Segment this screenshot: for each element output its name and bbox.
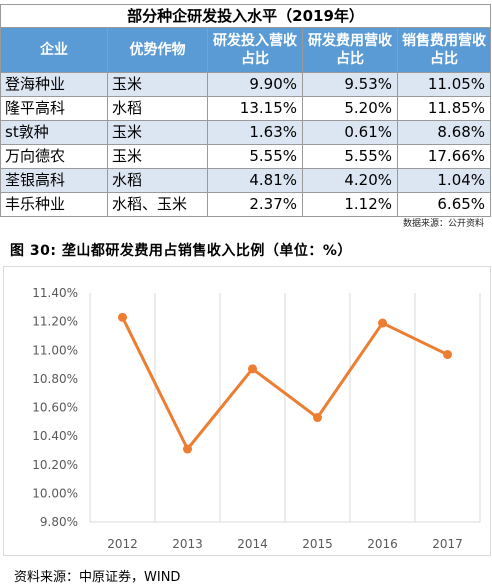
cell-rd-expense: 5.55%	[302, 144, 398, 169]
data-point	[313, 413, 322, 423]
table-row: 登海种业 玉米 9.90% 9.53% 11.05%	[0, 72, 492, 97]
cell-company: 荃银高科	[0, 168, 108, 193]
cell-rd-expense: 4.20%	[302, 168, 398, 193]
table-header-row: 企业 优势作物 研发投入营收占比 研发费用营收占比 销售费用营收占比	[0, 27, 492, 73]
cell-crop: 玉米	[107, 72, 208, 97]
data-point	[183, 444, 192, 454]
cell-company: 隆平高科	[0, 96, 108, 121]
y-tick-label: 11.00%	[32, 343, 78, 357]
cell-rd-expense: 0.61%	[302, 120, 398, 145]
cell-sales-expense: 11.85%	[396, 96, 492, 121]
series-line	[121, 316, 449, 451]
data-point	[248, 364, 257, 374]
cell-rd-expense: 1.12%	[302, 192, 398, 217]
header-company: 企业	[0, 27, 108, 73]
cell-company: 万向德农	[0, 144, 108, 169]
table-source: 数据来源：公开资料	[402, 219, 484, 229]
cell-crop: 玉米	[107, 120, 208, 145]
cell-sales-expense: 8.68%	[396, 120, 492, 145]
y-tick-label: 10.20%	[32, 458, 78, 472]
cell-sales-expense: 1.04%	[396, 168, 492, 193]
rd-investment-table: 部分种企研发投入水平（2019年） 企业 优势作物 研发投入营收占比 研发费用营…	[0, 4, 492, 217]
cell-rd-expense: 5.20%	[302, 96, 398, 121]
cell-rd-invest: 4.81%	[207, 168, 303, 193]
y-tick-label: 9.80%	[40, 515, 78, 529]
cell-crop: 玉米	[107, 144, 208, 169]
data-point	[118, 312, 127, 322]
y-tick-label: 10.60%	[32, 401, 78, 415]
table-row: 隆平高科 水稻 13.15% 5.20% 11.85%	[0, 96, 492, 121]
cell-company: 登海种业	[0, 72, 108, 97]
cell-sales-expense: 11.05%	[396, 72, 492, 97]
table-title: 部分种企研发投入水平（2019年）	[0, 4, 492, 28]
table-row: 丰乐种业 水稻、玉米 2.37% 1.12% 6.65%	[0, 192, 492, 217]
cell-rd-invest: 1.63%	[207, 120, 303, 145]
table-row: st敦种 玉米 1.63% 0.61% 8.68%	[0, 120, 492, 145]
line-chart: 9.80% 10.00% 10.20% 10.40% 10.60% 10.80% 11.00…	[3, 266, 491, 556]
x-tick-label: 2015	[302, 537, 333, 551]
y-tick-label: 11.20%	[32, 315, 78, 329]
rd-table-section: 部分种企研发投入水平（2019年） 企业 优势作物 研发投入营收占比 研发费用营…	[0, 0, 492, 235]
cell-company: 丰乐种业	[0, 192, 108, 217]
cell-sales-expense: 17.66%	[396, 144, 492, 169]
chart-svg: 9.80% 10.00% 10.20% 10.40% 10.60% 10.80% 11.00…	[32, 286, 481, 551]
x-tick-label: 2016	[367, 537, 398, 551]
cell-rd-invest: 2.37%	[207, 192, 303, 217]
cell-rd-invest: 13.15%	[207, 96, 303, 121]
header-rd-invest: 研发投入营收占比	[207, 27, 303, 73]
y-tick-label: 10.80%	[32, 372, 78, 386]
cell-rd-invest: 9.90%	[207, 72, 303, 97]
cell-company: st敦种	[0, 120, 108, 145]
cell-sales-expense: 6.65%	[396, 192, 492, 217]
header-crop: 优势作物	[107, 27, 208, 73]
cell-crop: 水稻	[107, 168, 208, 193]
cell-crop: 水稻	[107, 96, 208, 121]
cell-rd-invest: 5.55%	[207, 144, 303, 169]
x-tick-label: 2017	[432, 537, 463, 551]
x-tick-label: 2012	[107, 537, 138, 551]
table-row: 荃银高科 水稻 4.81% 4.20% 1.04%	[0, 168, 492, 193]
data-point	[443, 350, 452, 360]
x-tick-label: 2013	[172, 537, 203, 551]
series-layer	[118, 312, 452, 454]
y-axis: 9.80% 10.00% 10.20% 10.40% 10.60% 10.80% 11.00…	[32, 286, 78, 529]
y-tick-label: 11.40%	[32, 286, 78, 300]
figure-source: 资料来源：中原证券，WIND	[14, 570, 181, 585]
grid-layer	[89, 293, 481, 523]
x-tick-label: 2014	[237, 537, 268, 551]
x-axis: 2012 2013 2014 2015 2016 2017	[107, 537, 463, 551]
y-tick-label: 10.40%	[32, 429, 78, 443]
y-tick-label: 10.00%	[32, 486, 78, 500]
cell-crop: 水稻、玉米	[107, 192, 208, 217]
cell-rd-expense: 9.53%	[302, 72, 398, 97]
header-sales-expense: 销售费用营收占比	[396, 27, 492, 73]
table-row: 万向德农 玉米 5.55% 5.55% 17.66%	[0, 144, 492, 169]
data-point	[378, 318, 387, 328]
header-rd-expense: 研发费用营收占比	[302, 27, 398, 73]
figure-title: 图 30: 垄山都研发费用占销售收入比例（单位：%）	[10, 243, 352, 259]
